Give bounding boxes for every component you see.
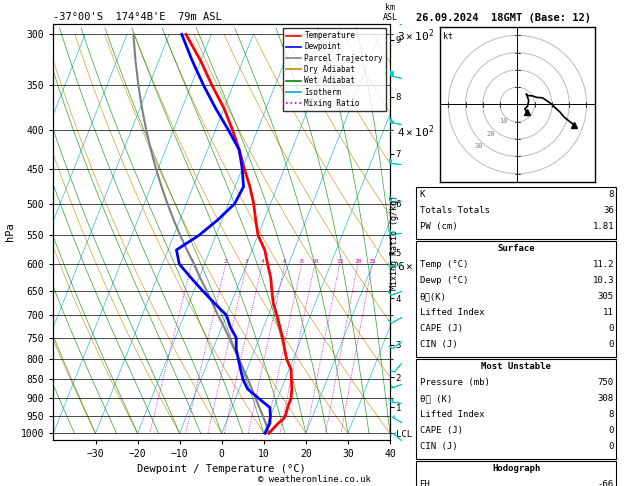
- Text: 26.09.2024  18GMT (Base: 12): 26.09.2024 18GMT (Base: 12): [416, 13, 591, 23]
- Text: Totals Totals: Totals Totals: [420, 206, 489, 215]
- Text: 8: 8: [299, 259, 303, 264]
- Text: 6: 6: [283, 259, 287, 264]
- Text: km
ASL: km ASL: [382, 3, 398, 22]
- Text: 308: 308: [598, 394, 614, 403]
- Text: 4: 4: [260, 259, 264, 264]
- Text: CAPE (J): CAPE (J): [420, 324, 462, 333]
- Text: θᴄ(K): θᴄ(K): [420, 292, 447, 301]
- Text: 750: 750: [598, 378, 614, 387]
- Text: 36: 36: [603, 206, 614, 215]
- Text: 20: 20: [354, 259, 362, 264]
- Text: 305: 305: [598, 292, 614, 301]
- Text: Pressure (mb): Pressure (mb): [420, 378, 489, 387]
- Text: © weatheronline.co.uk: © weatheronline.co.uk: [258, 474, 371, 484]
- Text: -66: -66: [598, 480, 614, 486]
- Text: CAPE (J): CAPE (J): [420, 426, 462, 435]
- Text: 1: 1: [190, 259, 194, 264]
- Text: 11: 11: [603, 308, 614, 317]
- Text: 25: 25: [369, 259, 376, 264]
- Text: kt: kt: [443, 32, 453, 41]
- Text: θᴄ (K): θᴄ (K): [420, 394, 452, 403]
- Text: CIN (J): CIN (J): [420, 340, 457, 349]
- Y-axis label: hPa: hPa: [6, 223, 15, 242]
- Text: K: K: [420, 190, 425, 199]
- Text: 11.2: 11.2: [593, 260, 614, 269]
- Text: Lifted Index: Lifted Index: [420, 308, 484, 317]
- Legend: Temperature, Dewpoint, Parcel Trajectory, Dry Adiabat, Wet Adiabat, Isotherm, Mi: Temperature, Dewpoint, Parcel Trajectory…: [283, 28, 386, 111]
- Text: 0: 0: [608, 340, 614, 349]
- Text: Temp (°C): Temp (°C): [420, 260, 468, 269]
- Text: Most Unstable: Most Unstable: [481, 362, 552, 371]
- Text: 8: 8: [608, 410, 614, 419]
- Text: 1.81: 1.81: [593, 222, 614, 231]
- Text: 10.3: 10.3: [593, 276, 614, 285]
- Text: 2: 2: [224, 259, 228, 264]
- Text: 0: 0: [608, 442, 614, 451]
- Text: 0: 0: [608, 324, 614, 333]
- Text: 8: 8: [608, 190, 614, 199]
- Text: 10: 10: [311, 259, 318, 264]
- Text: Dewp (°C): Dewp (°C): [420, 276, 468, 285]
- Text: 30: 30: [475, 143, 483, 149]
- Text: Hodograph: Hodograph: [493, 464, 540, 473]
- Text: Surface: Surface: [498, 244, 535, 253]
- Text: Mixing Ratio (g/kg): Mixing Ratio (g/kg): [390, 195, 399, 291]
- Text: 20: 20: [487, 131, 496, 137]
- Text: PW (cm): PW (cm): [420, 222, 457, 231]
- Text: 0: 0: [608, 426, 614, 435]
- Text: 3: 3: [245, 259, 248, 264]
- Text: CIN (J): CIN (J): [420, 442, 457, 451]
- Text: -37°00'S  174°4B'E  79m ASL: -37°00'S 174°4B'E 79m ASL: [53, 12, 222, 22]
- X-axis label: Dewpoint / Temperature (°C): Dewpoint / Temperature (°C): [137, 465, 306, 474]
- Text: 10: 10: [499, 119, 508, 124]
- Text: 15: 15: [336, 259, 343, 264]
- Text: Lifted Index: Lifted Index: [420, 410, 484, 419]
- Text: EH: EH: [420, 480, 430, 486]
